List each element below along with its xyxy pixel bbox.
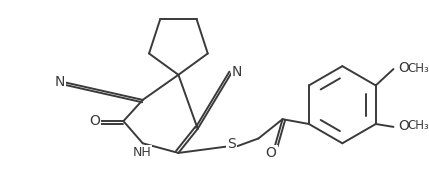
Text: O: O bbox=[398, 61, 409, 75]
Text: CH₃: CH₃ bbox=[407, 61, 429, 74]
Text: N: N bbox=[232, 65, 242, 79]
Text: S: S bbox=[227, 137, 236, 151]
Text: CH₃: CH₃ bbox=[407, 120, 429, 133]
Text: N: N bbox=[54, 74, 65, 89]
Text: O: O bbox=[89, 114, 100, 128]
Text: NH: NH bbox=[133, 146, 151, 159]
Text: O: O bbox=[266, 146, 276, 160]
Text: O: O bbox=[398, 119, 409, 133]
